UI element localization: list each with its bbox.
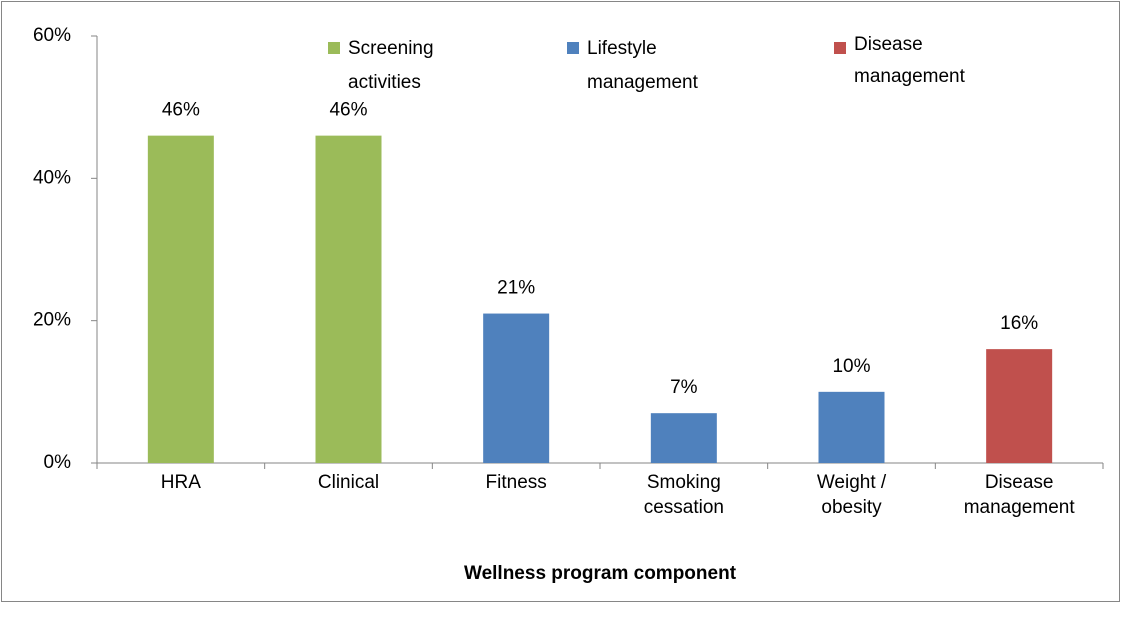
x-tick-label: Disease management: [964, 472, 1076, 518]
x-axis-title: Wellness program component: [464, 563, 737, 584]
y-tick-label: 60%: [33, 25, 71, 46]
legend-swatch: [834, 42, 846, 54]
x-tick-label: Smoking cessation: [644, 472, 724, 518]
x-tick-label: Fitness: [486, 472, 547, 493]
legend-label: Disease management: [854, 34, 966, 87]
bar: [650, 413, 717, 463]
legend-swatch: [328, 42, 340, 54]
x-tick-label: Clinical: [318, 472, 379, 493]
data-label: 46%: [162, 100, 200, 121]
data-label: 7%: [670, 377, 698, 398]
y-tick-label: 0%: [44, 452, 72, 473]
bar: [315, 135, 382, 463]
legend-label: Lifestyle management: [587, 38, 699, 93]
legend-label: Screening activities: [348, 38, 434, 93]
y-tick-label: 40%: [33, 167, 71, 188]
bar: [147, 135, 214, 463]
data-label: 46%: [329, 100, 367, 121]
bar: [986, 349, 1053, 463]
x-tick-label: Weight / obesity: [817, 472, 887, 518]
bar: [483, 313, 550, 463]
y-tick-label: 20%: [33, 310, 71, 331]
data-label: 16%: [1000, 313, 1038, 334]
legend-swatch: [567, 42, 579, 54]
bar: [818, 391, 885, 463]
data-label: 21%: [497, 278, 535, 299]
data-label: 10%: [832, 356, 870, 377]
x-tick-label: HRA: [161, 472, 201, 493]
